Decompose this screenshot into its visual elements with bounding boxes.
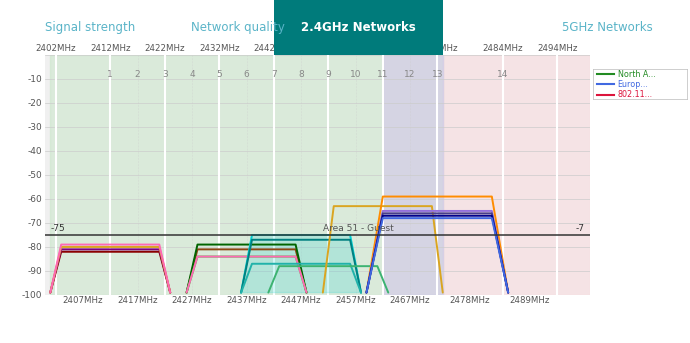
Text: 8: 8 [298,70,304,80]
Text: North A...: North A... [618,70,656,79]
Text: -75: -75 [50,224,65,233]
Text: Area 51 - Guest: Area 51 - Guest [323,224,393,233]
Text: 5: 5 [217,70,222,80]
Text: 1: 1 [108,70,113,80]
Text: 9: 9 [326,70,331,80]
Text: Europ...: Europ... [618,80,649,89]
Text: 12: 12 [404,70,416,80]
Text: 10: 10 [350,70,362,80]
Text: 2: 2 [135,70,140,80]
Text: 3: 3 [162,70,168,80]
Text: 11: 11 [377,70,388,80]
Bar [443,55,590,295]
Text: 7: 7 [271,70,277,80]
Text: 13: 13 [431,70,443,80]
Text: Signal strength: Signal strength [45,21,135,34]
Bar [50,55,443,295]
Polygon shape [241,235,361,293]
Text: 5GHz Networks: 5GHz Networks [562,21,653,34]
Text: Network quality: Network quality [191,21,285,34]
Text: 14: 14 [497,70,509,80]
Text: 4: 4 [189,70,195,80]
Text: -7: -7 [575,224,584,233]
Bar [383,55,443,295]
Text: 6: 6 [244,70,249,80]
Text: 2.4GHz Networks: 2.4GHz Networks [301,21,415,34]
Text: 802.11...: 802.11... [618,90,653,99]
